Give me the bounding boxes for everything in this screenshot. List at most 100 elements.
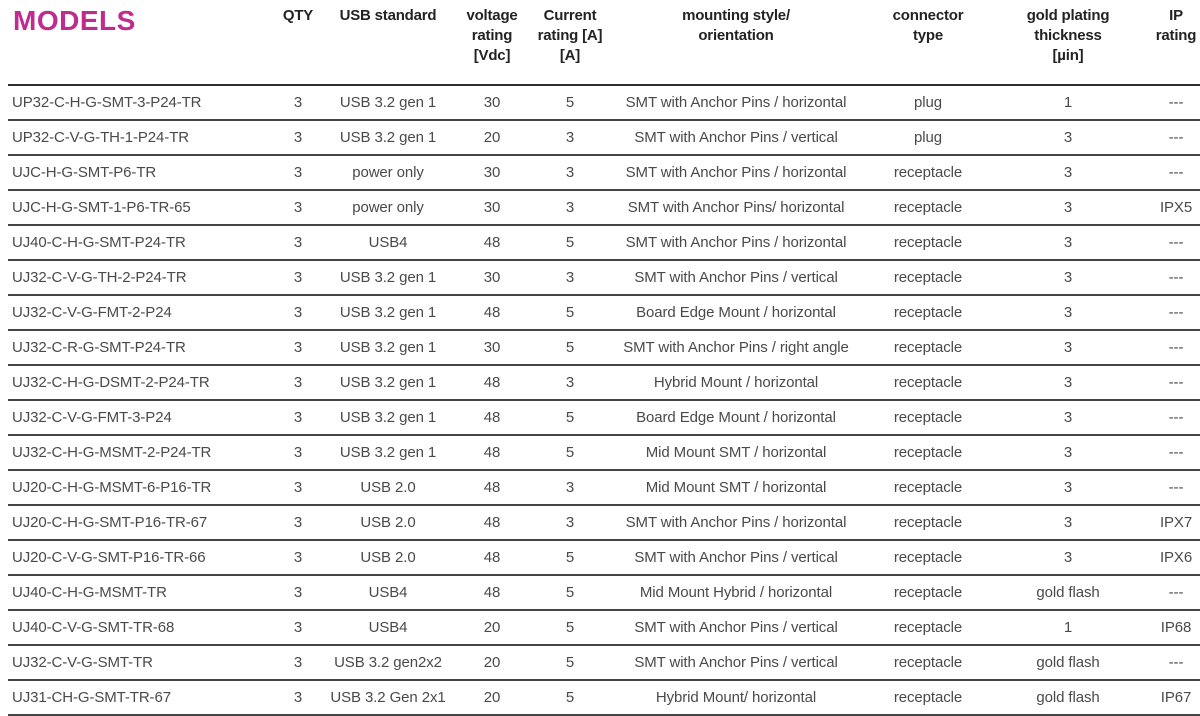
cell-connector: plug xyxy=(862,85,994,121)
cell-mounting: SMT with Anchor Pins/ horizontal xyxy=(610,190,862,226)
cell-qty: 3 xyxy=(274,505,322,541)
cell-models: UJ31-CH-G-SMT-TR-67 xyxy=(8,680,274,716)
cell-current: 5 xyxy=(530,610,610,646)
cell-gold: 3 xyxy=(994,540,1142,576)
header-line: type xyxy=(912,27,944,44)
cell-connector: receptacle xyxy=(862,365,994,401)
cell-usb: USB 3.2 gen 1 xyxy=(322,260,454,296)
header-row: MODELS QTY USB standard voltage rating [Vdc] C… xyxy=(8,0,1200,86)
cell-ip: --- xyxy=(1142,295,1200,331)
header-line: [Vdc] xyxy=(473,47,511,64)
cell-gold: gold flash xyxy=(994,680,1142,716)
column-header-mounting: mounting style/orientation xyxy=(610,0,862,86)
cell-voltage: 20 xyxy=(454,645,530,681)
cell-voltage: 20 xyxy=(454,610,530,646)
cell-connector: receptacle xyxy=(862,645,994,681)
cell-gold: 3 xyxy=(994,470,1142,506)
cell-voltage: 48 xyxy=(454,470,530,506)
header-line: Current xyxy=(543,7,597,24)
cell-qty: 3 xyxy=(274,225,322,261)
cell-gold: 3 xyxy=(994,330,1142,366)
cell-connector: plug xyxy=(862,120,994,156)
cell-usb: USB 2.0 xyxy=(322,470,454,506)
table-row: UJ32-C-R-G-SMT-P24-TR 3 USB 3.2 gen 1 30 5 SM… xyxy=(8,330,1200,366)
cell-mounting: SMT with Anchor Pins / vertical xyxy=(610,610,862,646)
cell-qty: 3 xyxy=(274,400,322,436)
column-header-qty: QTY xyxy=(274,0,322,86)
cell-qty: 3 xyxy=(274,190,322,226)
header-line: gold plating xyxy=(1026,7,1110,24)
cell-connector: receptacle xyxy=(862,680,994,716)
cell-ip: --- xyxy=(1142,470,1200,506)
cell-qty: 3 xyxy=(274,120,322,156)
cell-mounting: SMT with Anchor Pins / vertical xyxy=(610,645,862,681)
cell-gold: 3 xyxy=(994,155,1142,191)
cell-voltage: 30 xyxy=(454,330,530,366)
cell-models: UJ32-C-V-G-FMT-2-P24 xyxy=(8,295,274,331)
cell-models: UP32-C-V-G-TH-1-P24-TR xyxy=(8,120,274,156)
cell-connector: receptacle xyxy=(862,610,994,646)
table-row: UJ31-CH-G-SMT-TR-67 3 USB 3.2 Gen 2x1 20 5 Hy… xyxy=(8,680,1200,716)
header-line: rating [A] xyxy=(537,27,603,44)
cell-voltage: 48 xyxy=(454,505,530,541)
cell-current: 3 xyxy=(530,470,610,506)
cell-gold: 3 xyxy=(994,190,1142,226)
cell-mounting: SMT with Anchor Pins / right angle xyxy=(610,330,862,366)
cell-usb: USB 3.2 Gen 2x1 xyxy=(322,680,454,716)
cell-current: 3 xyxy=(530,505,610,541)
cell-gold: 3 xyxy=(994,295,1142,331)
table-row: UJ32-C-V-G-SMT-TR 3 USB 3.2 gen2x2 20 5 SMT w… xyxy=(8,645,1200,681)
cell-qty: 3 xyxy=(274,85,322,121)
cell-mounting: Mid Mount Hybrid / horizontal xyxy=(610,575,862,611)
cell-current: 3 xyxy=(530,260,610,296)
cell-qty: 3 xyxy=(274,435,322,471)
table-row: UJ20-C-H-G-SMT-P16-TR-67 3 USB 2.0 48 3 SMT w… xyxy=(8,505,1200,541)
models-datasheet-page: MODELS QTY USB standard voltage rating [Vdc] C… xyxy=(8,0,1200,716)
cell-models: UJ32-C-V-G-SMT-TR xyxy=(8,645,274,681)
cell-usb: USB 3.2 gen 1 xyxy=(322,120,454,156)
cell-voltage: 30 xyxy=(454,155,530,191)
cell-qty: 3 xyxy=(274,260,322,296)
cell-usb: USB4 xyxy=(322,225,454,261)
cell-qty: 3 xyxy=(274,295,322,331)
cell-current: 5 xyxy=(530,680,610,716)
cell-ip: --- xyxy=(1142,575,1200,611)
cell-connector: receptacle xyxy=(862,225,994,261)
cell-mounting: SMT with Anchor Pins / horizontal xyxy=(610,505,862,541)
column-header-current: Current rating [A] [A] xyxy=(530,0,610,86)
cell-usb: USB4 xyxy=(322,575,454,611)
table-row: UJ40-C-H-G-SMT-P24-TR 3 USB4 48 5 SMT with An… xyxy=(8,225,1200,261)
cell-current: 5 xyxy=(530,575,610,611)
cell-current: 3 xyxy=(530,120,610,156)
cell-current: 3 xyxy=(530,190,610,226)
table-row: UJC-H-G-SMT-1-P6-TR-65 3 power only 30 3 SMT … xyxy=(8,190,1200,226)
cell-connector: receptacle xyxy=(862,260,994,296)
cell-current: 5 xyxy=(530,400,610,436)
cell-connector: receptacle xyxy=(862,190,994,226)
cell-models: UJ20-C-V-G-SMT-P16-TR-66 xyxy=(8,540,274,576)
table-body: UP32-C-H-G-SMT-3-P24-TR 3 USB 3.2 gen 1 30 5… xyxy=(8,85,1200,716)
cell-usb: power only xyxy=(322,155,454,191)
cell-gold: 1 xyxy=(994,85,1142,121)
cell-connector: receptacle xyxy=(862,295,994,331)
table-row: UJ32-C-V-G-TH-2-P24-TR 3 USB 3.2 gen 1 30 3 S… xyxy=(8,260,1200,296)
page-title: MODELS xyxy=(8,0,274,86)
cell-connector: receptacle xyxy=(862,155,994,191)
cell-ip: IPX6 xyxy=(1142,540,1200,576)
table-row: UJ32-C-V-G-FMT-3-P24 3 USB 3.2 gen 1 48 5 Boa… xyxy=(8,400,1200,436)
cell-mounting: Board Edge Mount / horizontal xyxy=(610,295,862,331)
cell-current: 5 xyxy=(530,225,610,261)
cell-models: UJC-H-G-SMT-P6-TR xyxy=(8,155,274,191)
table-row: UJ20-C-H-G-MSMT-6-P16-TR 3 USB 2.0 48 3 Mid M… xyxy=(8,470,1200,506)
cell-qty: 3 xyxy=(274,155,322,191)
table-row: UJ32-C-V-G-FMT-2-P24 3 USB 3.2 gen 1 48 5 Boa… xyxy=(8,295,1200,331)
cell-models: UJ40-C-H-G-SMT-P24-TR xyxy=(8,225,274,261)
cell-ip: --- xyxy=(1142,330,1200,366)
table-row: UJ32-C-H-G-DSMT-2-P24-TR 3 USB 3.2 gen 1 48… xyxy=(8,365,1200,401)
cell-connector: receptacle xyxy=(862,470,994,506)
cell-qty: 3 xyxy=(274,470,322,506)
cell-mounting: SMT with Anchor Pins / vertical xyxy=(610,120,862,156)
cell-ip: --- xyxy=(1142,155,1200,191)
cell-current: 5 xyxy=(530,85,610,121)
cell-ip: --- xyxy=(1142,645,1200,681)
